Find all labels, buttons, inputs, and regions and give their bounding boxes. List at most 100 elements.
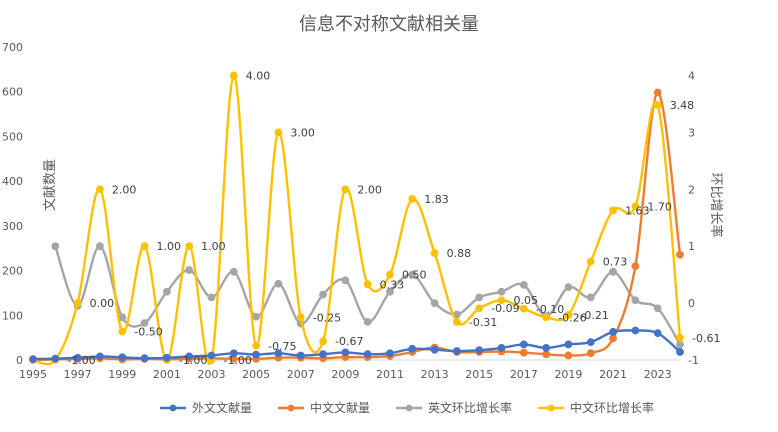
data-point-0 [542,344,551,352]
data-point-3 [609,206,617,215]
data-point-2 [519,280,528,289]
data-point-0 [519,340,528,349]
data-point-2 [363,317,372,326]
data-point-0 [185,352,194,361]
data-point-0 [162,353,171,362]
data-point-3 [96,185,104,194]
data-point-2 [252,312,261,321]
data-point-1 [609,334,617,343]
data-point-2 [653,304,662,313]
data-label-layer: -1.00 0.00 2.00 -0.50 1.00 -1.00 1.00 -1.00 4.00… [67,69,720,367]
x-tick-label: 2001 [153,368,181,381]
legend-marker [547,404,555,412]
data-point-3 [229,71,238,80]
legend-label: 英文环比增长率 [428,400,512,415]
data-point-0 [96,352,104,361]
chart-title: 信息不对称文献相关量 [299,14,479,35]
data-point-3 [118,327,127,336]
data-point-0 [430,345,439,354]
data-point-1 [542,350,551,359]
data-point-3 [586,257,595,266]
y2-tick-label: 1 [688,240,695,253]
data-point-3 [363,280,372,289]
data-point-0 [207,351,216,360]
data-label: 0.88 [447,247,472,260]
y2-tick-label: 2 [688,183,695,196]
data-point-0 [229,349,238,358]
data-point-1 [676,250,684,259]
data-point-0 [609,327,617,336]
data-label: -0.31 [469,316,497,329]
legend-label: 外文文献量 [192,400,252,415]
series-layer [29,71,684,366]
data-label: 1.00 [157,240,182,253]
data-label: 1.83 [424,193,449,206]
data-point-0 [408,344,417,353]
data-label: -0.75 [268,340,296,353]
data-label: 2.00 [357,183,382,196]
data-point-2 [274,279,283,288]
data-point-0 [676,348,684,356]
data-point-2 [676,340,684,349]
data-label: -1.00 [223,354,251,367]
data-point-0 [653,329,662,338]
data-point-3 [631,202,640,211]
data-point-3 [252,341,261,350]
data-label: 0.05 [514,294,539,307]
data-point-2 [229,267,238,276]
data-point-2 [185,266,194,274]
data-label: -0.25 [313,311,341,324]
y-tick-label: 0 [16,354,23,367]
y2-axis-title: 环比增长率 [708,172,724,237]
data-point-0 [252,350,261,359]
data-point-0 [73,353,82,362]
y-tick-label: 600 [2,86,23,99]
data-label: -0.10 [536,303,564,316]
y-tick-label: 200 [2,265,23,278]
legend-label: 中文文献量 [310,400,370,415]
data-point-2 [140,319,149,327]
data-point-1 [519,348,528,357]
data-label: 4.00 [246,69,270,82]
data-point-3 [519,304,528,313]
data-label: 0.00 [90,297,115,310]
data-point-0 [386,349,394,358]
data-point-2 [430,299,439,307]
legend-marker [405,404,413,412]
data-point-0 [475,346,484,355]
x-tick-label: 2011 [376,368,404,381]
x-tick-label: 1995 [19,368,47,381]
data-point-3 [430,249,439,257]
data-point-3 [140,242,149,251]
data-point-0 [586,338,595,347]
y2-tick-label: 3 [688,126,695,139]
data-point-3 [475,304,484,313]
x-tick-label: 2015 [465,368,493,381]
legend: 外文文献量 中文文献量 英文环比增长率 中文环比增长率 [160,400,654,415]
data-point-2 [319,290,327,299]
data-point-2 [51,242,60,251]
legend-marker [169,404,177,412]
data-point-2 [609,267,617,276]
data-label: 0.33 [380,278,405,291]
data-point-3 [564,311,573,319]
data-point-3 [296,313,305,322]
data-point-0 [296,351,305,360]
data-point-2 [586,293,595,302]
data-point-3 [73,299,82,307]
data-point-1 [586,349,595,358]
data-point-3 [185,242,194,251]
data-point-0 [274,349,283,358]
x-tick-label: 2005 [242,368,270,381]
data-point-3 [676,333,684,342]
data-point-2 [96,242,104,251]
data-label: 0.50 [402,269,427,282]
y-tick-label: 500 [2,130,23,143]
y2-tick-label: 4 [688,69,695,82]
x-tick-label: 2013 [421,368,449,381]
data-label: 1.70 [647,200,672,213]
x-tick-label: 2007 [287,368,315,381]
data-point-3 [408,195,417,203]
y-axis-title: 文献数量 [43,159,58,211]
